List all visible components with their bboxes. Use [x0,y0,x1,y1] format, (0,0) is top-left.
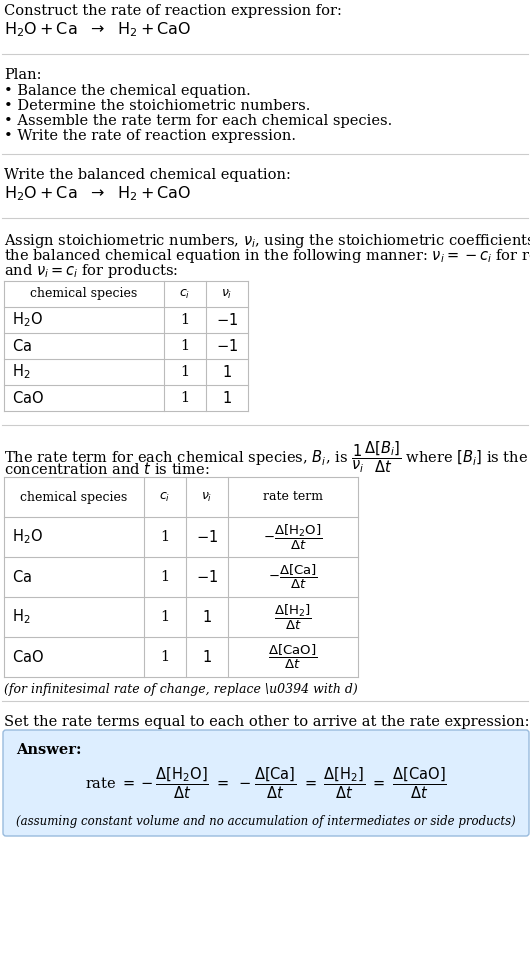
Text: $-\dfrac{\Delta[\mathrm{Ca}]}{\Delta t}$: $-\dfrac{\Delta[\mathrm{Ca}]}{\Delta t}$ [268,563,318,591]
Text: 1: 1 [161,610,170,624]
Text: $-1$: $-1$ [216,338,238,354]
Text: • Assemble the rate term for each chemical species.: • Assemble the rate term for each chemic… [4,114,392,128]
Text: 1: 1 [161,530,170,544]
FancyBboxPatch shape [3,730,529,836]
Text: $1$: $1$ [202,649,212,665]
Text: $\mathrm{H_2O}$: $\mathrm{H_2O}$ [12,528,43,547]
Text: $\mathrm{H_2O + Ca\ \ \rightarrow\ \ H_2 + CaO}$: $\mathrm{H_2O + Ca\ \ \rightarrow\ \ H_2… [4,20,191,39]
Text: (assuming constant volume and no accumulation of intermediates or side products): (assuming constant volume and no accumul… [16,815,516,828]
Text: $\mathrm{H_2O}$: $\mathrm{H_2O}$ [12,310,43,329]
Text: $-1$: $-1$ [216,312,238,328]
Text: $\dfrac{\Delta[\mathrm{H_2}]}{\Delta t}$: $\dfrac{\Delta[\mathrm{H_2}]}{\Delta t}$ [274,602,312,631]
Text: $\nu_i$: $\nu_i$ [201,491,213,504]
Text: Write the balanced chemical equation:: Write the balanced chemical equation: [4,168,291,182]
Text: $\mathrm{CaO}$: $\mathrm{CaO}$ [12,390,44,406]
Text: chemical species: chemical species [20,491,128,504]
Text: $\mathrm{H_2O + Ca\ \ \rightarrow\ \ H_2 + CaO}$: $\mathrm{H_2O + Ca\ \ \rightarrow\ \ H_2… [4,184,191,203]
Text: $\mathrm{Ca}$: $\mathrm{Ca}$ [12,569,32,585]
Text: $\mathrm{CaO}$: $\mathrm{CaO}$ [12,649,44,665]
Text: • Determine the stoichiometric numbers.: • Determine the stoichiometric numbers. [4,99,311,113]
Text: $-1$: $-1$ [196,569,218,585]
Text: and $\nu_i = c_i$ for products:: and $\nu_i = c_i$ for products: [4,262,178,280]
Text: Answer:: Answer: [16,743,82,757]
Text: Set the rate terms equal to each other to arrive at the rate expression:: Set the rate terms equal to each other t… [4,715,529,729]
Text: $1$: $1$ [222,364,232,380]
Text: 1: 1 [180,365,190,379]
Text: $\mathrm{Ca}$: $\mathrm{Ca}$ [12,338,32,354]
Text: rate term: rate term [263,491,323,504]
Text: concentration and $t$ is time:: concentration and $t$ is time: [4,461,209,477]
Text: (for infinitesimal rate of change, replace \u0394 with d): (for infinitesimal rate of change, repla… [4,683,358,696]
Text: $\mathrm{H_2}$: $\mathrm{H_2}$ [12,363,31,382]
Text: Assign stoichiometric numbers, $\nu_i$, using the stoichiometric coefficients, $: Assign stoichiometric numbers, $\nu_i$, … [4,232,530,250]
Text: • Balance the chemical equation.: • Balance the chemical equation. [4,84,251,98]
Text: the balanced chemical equation in the following manner: $\nu_i = -c_i$ for react: the balanced chemical equation in the fo… [4,247,530,265]
Text: The rate term for each chemical species, $B_i$, is $\dfrac{1}{\nu_i}\dfrac{\Delt: The rate term for each chemical species,… [4,439,530,474]
Text: $1$: $1$ [222,390,232,406]
Text: 1: 1 [180,391,190,405]
Text: • Write the rate of reaction expression.: • Write the rate of reaction expression. [4,129,296,143]
Text: 1: 1 [180,339,190,353]
Text: 1: 1 [161,570,170,584]
Text: $c_i$: $c_i$ [160,491,171,504]
Text: 1: 1 [180,313,190,327]
Text: $1$: $1$ [202,609,212,625]
Text: $\dfrac{\Delta[\mathrm{CaO}]}{\Delta t}$: $\dfrac{\Delta[\mathrm{CaO}]}{\Delta t}$ [268,643,317,671]
Text: 1: 1 [161,650,170,664]
Text: $c_i$: $c_i$ [179,288,191,301]
Text: chemical species: chemical species [30,288,138,301]
Text: $-\dfrac{\Delta[\mathrm{H_2O}]}{\Delta t}$: $-\dfrac{\Delta[\mathrm{H_2O}]}{\Delta t… [263,522,323,551]
Text: Construct the rate of reaction expression for:: Construct the rate of reaction expressio… [4,4,342,18]
Text: Plan:: Plan: [4,68,41,82]
Text: rate $= -\dfrac{\Delta[\mathrm{H_2O}]}{\Delta t}\ =\ -\dfrac{\Delta[\mathrm{Ca}]: rate $= -\dfrac{\Delta[\mathrm{H_2O}]}{\… [85,765,447,800]
Text: $\mathrm{H_2}$: $\mathrm{H_2}$ [12,608,31,627]
Text: $\nu_i$: $\nu_i$ [222,288,233,301]
Text: $-1$: $-1$ [196,529,218,545]
